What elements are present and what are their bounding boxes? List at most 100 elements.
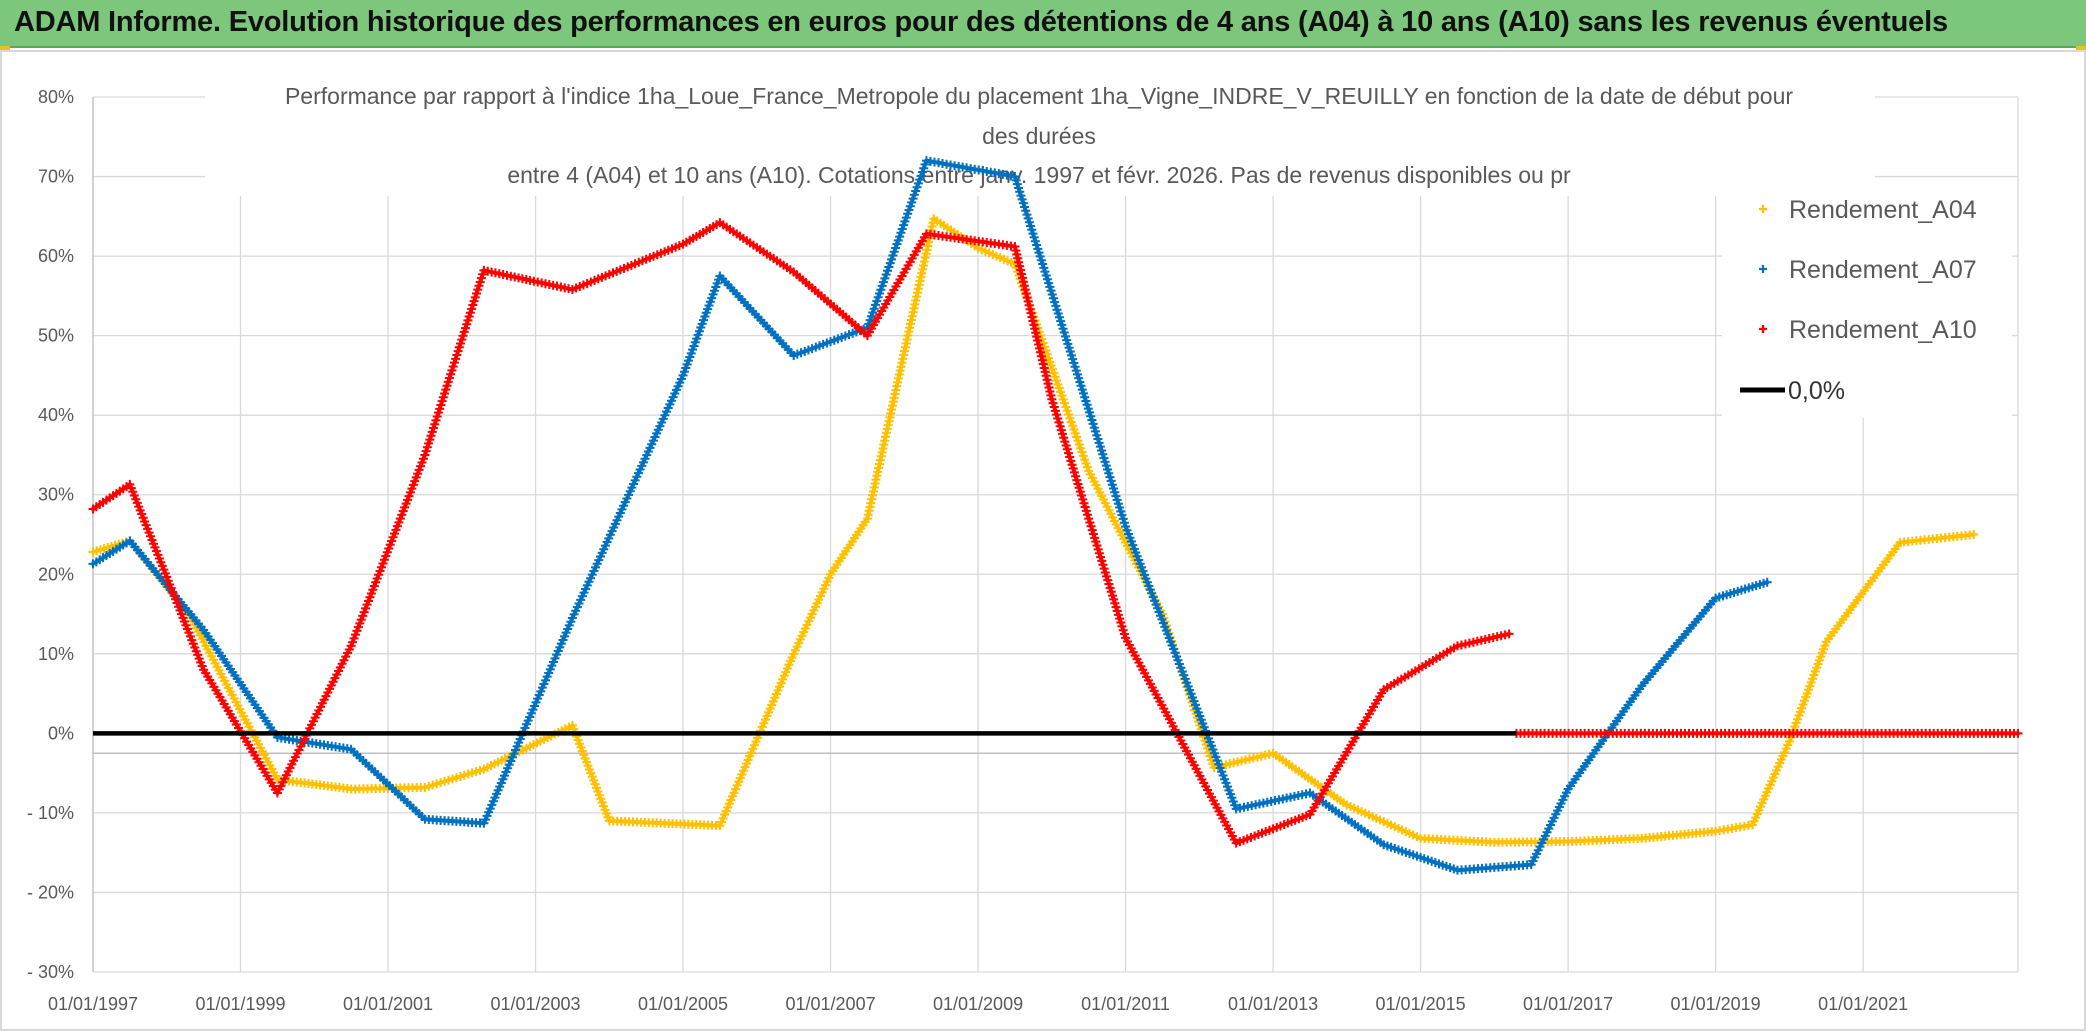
x-tick-label: 01/01/1997 <box>48 994 138 1014</box>
data-point <box>1713 596 1718 601</box>
legend-background <box>1722 178 2012 418</box>
data-point <box>2016 731 2020 736</box>
data-point <box>1898 540 1902 545</box>
data-point <box>791 353 796 358</box>
data-point <box>349 787 354 791</box>
data-point <box>1529 862 1534 867</box>
data-point <box>1934 536 1939 541</box>
legend-item-0-0-: 0,0% <box>1740 377 1845 405</box>
data-point <box>127 482 132 487</box>
data-point <box>1271 751 1276 756</box>
data-point <box>717 823 722 828</box>
report-title: ADAM Informe. Evolution historique des p… <box>14 6 1948 38</box>
series-line <box>91 220 1510 846</box>
y-tick-label: 40% <box>38 405 74 425</box>
data-point <box>1750 822 1755 827</box>
data-point <box>931 216 936 221</box>
series-rendement-a10-tail <box>1511 728 2023 738</box>
x-tick-label: 01/01/2001 <box>343 994 433 1014</box>
data-point <box>1086 468 1091 473</box>
y-tick-label: 80% <box>38 87 74 107</box>
data-point <box>828 572 833 577</box>
data-point <box>791 651 796 656</box>
data-point <box>1971 532 1976 537</box>
y-axis-ticks: 80% 70% 60% 50% 40% 30% 20% 10% 0% - 10% - 20% - 30… <box>27 87 74 982</box>
data-point <box>1381 842 1386 847</box>
data-point <box>349 747 354 752</box>
data-point <box>1012 174 1017 179</box>
data-point <box>865 333 870 338</box>
data-point <box>924 231 929 236</box>
chart-frame <box>0 50 2086 1031</box>
data-point <box>1308 791 1312 795</box>
data-point <box>91 561 95 566</box>
data-point <box>681 242 685 247</box>
y-tick-label: 70% <box>38 167 74 187</box>
x-tick-label: 01/01/2015 <box>1376 994 1466 1014</box>
data-point <box>1344 803 1349 807</box>
data-point <box>1713 829 1718 834</box>
x-tick-label: 01/01/2009 <box>933 994 1023 1014</box>
data-point <box>1212 765 1217 770</box>
series-rendement-a07 <box>88 156 1772 875</box>
legend-label: Rendement_A10 <box>1789 316 1977 344</box>
data-point <box>1566 787 1571 791</box>
data-point <box>1012 244 1017 249</box>
data-point <box>570 723 575 728</box>
y-tick-label: 30% <box>38 485 74 505</box>
data-point <box>1123 635 1128 640</box>
x-tick-label: 01/01/2007 <box>786 994 876 1014</box>
data-point <box>681 373 685 378</box>
data-point <box>976 246 981 251</box>
x-axis-ticks: 01/01/1997 01/01/1999 01/01/2001 01/01/2003… <box>48 994 1908 1014</box>
data-point <box>1507 631 1512 636</box>
y-tick-label: - 10% <box>27 803 74 823</box>
legend-marker <box>1759 265 1767 273</box>
y-tick-label: 0% <box>48 723 74 743</box>
x-tick-label: 01/01/2003 <box>490 994 580 1014</box>
data-point <box>1418 836 1423 841</box>
legend-item-rendement-a10: Rendement_A10 <box>1759 316 1977 344</box>
data-point <box>1765 580 1770 585</box>
data-point <box>422 453 427 457</box>
data-point <box>924 158 929 163</box>
data-point <box>570 287 575 292</box>
legend-label: Rendement_A07 <box>1789 256 1977 284</box>
legend-label: 0,0% <box>1788 377 1845 405</box>
data-point <box>1381 687 1386 692</box>
x-tick-label: 01/01/2013 <box>1228 994 1318 1014</box>
data-point <box>1234 841 1239 846</box>
corner-accent-right <box>2076 46 2086 50</box>
data-point <box>349 643 354 648</box>
data-point <box>1492 840 1497 845</box>
legend: Rendement_A04 Rendement_A07 Rendement_A10 0… <box>1740 196 1977 405</box>
legend-item-rendement-a04: Rendement_A04 <box>1759 196 1977 224</box>
data-point <box>717 274 722 278</box>
data-point <box>1308 812 1312 817</box>
chart-title-line-3: entre 4 (A04) et 10 ans (A10). Cotations… <box>507 162 1571 188</box>
data-series <box>88 156 2023 875</box>
y-tick-label: - 20% <box>27 882 74 902</box>
data-point <box>1824 639 1829 644</box>
series-line <box>91 158 1768 873</box>
chart-title-line-2: des durées <box>982 123 1096 149</box>
legend-item-rendement-a07: Rendement_A07 <box>1759 256 1977 284</box>
data-point <box>422 817 427 822</box>
y-tick-label: 10% <box>38 644 74 664</box>
data-point <box>201 667 206 672</box>
data-point <box>481 767 486 772</box>
data-point <box>127 538 132 543</box>
data-point <box>570 616 575 620</box>
data-point <box>1639 836 1644 841</box>
legend-label: Rendement_A04 <box>1789 196 1977 224</box>
data-point <box>422 785 427 790</box>
legend-marker <box>1759 205 1767 213</box>
series-rendement-a10 <box>88 218 1514 848</box>
data-point <box>1787 739 1792 744</box>
x-tick-label: 01/01/2005 <box>638 994 728 1014</box>
data-point <box>865 516 870 521</box>
x-tick-label: 01/01/1999 <box>195 994 285 1014</box>
data-point <box>1086 516 1091 521</box>
data-point <box>275 735 280 740</box>
data-point <box>201 628 206 632</box>
